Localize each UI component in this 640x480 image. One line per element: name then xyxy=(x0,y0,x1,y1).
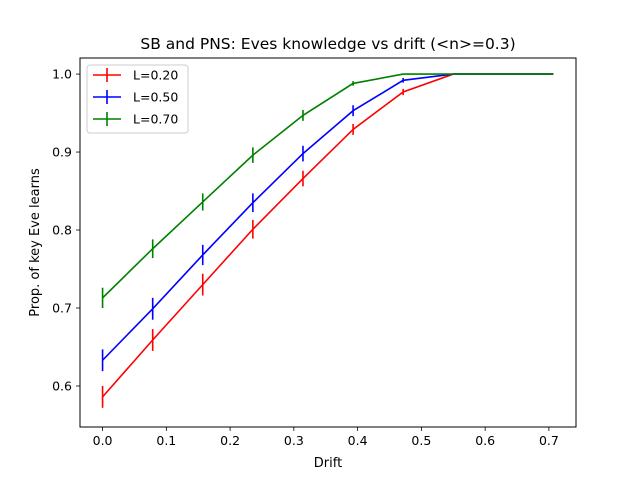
y-tick-label: 0.7 xyxy=(52,301,72,316)
x-tick-label: 0.0 xyxy=(93,433,113,448)
legend: L=0.20 L=0.50 L=0.70 xyxy=(86,64,189,134)
legend-box xyxy=(86,64,189,134)
series-L=0.70 xyxy=(101,73,554,309)
y-tick-label: 1.0 xyxy=(52,67,72,82)
plot-frame xyxy=(79,57,577,428)
legend-item: L=0.70 xyxy=(93,112,178,127)
x-tick-label: 0.7 xyxy=(539,433,559,448)
x-tick-label: 0.4 xyxy=(348,433,368,448)
legend-item: L=0.20 xyxy=(93,68,178,83)
y-tick-label: 0.8 xyxy=(52,223,72,238)
series-line xyxy=(102,73,554,299)
x-tick-label: 0.5 xyxy=(411,433,431,448)
legend-label: L=0.50 xyxy=(133,90,178,105)
legend-label: L=0.20 xyxy=(133,68,178,83)
x-tick-label: 0.1 xyxy=(156,433,176,448)
x-tick-label: 0.3 xyxy=(284,433,304,448)
y-axis-label: Prop. of key Eve learns xyxy=(28,168,43,317)
x-axis-label: Drift xyxy=(314,456,342,471)
x-tick-label: 0.6 xyxy=(475,433,495,448)
series-layer xyxy=(101,73,554,408)
legend-label: L=0.70 xyxy=(133,112,178,127)
legend-items: L=0.20 L=0.50 L=0.70 xyxy=(93,68,178,127)
y-tick-label: 0.6 xyxy=(52,378,72,393)
x-tick-label: 0.2 xyxy=(220,433,240,448)
y-tick-label: 0.9 xyxy=(52,145,72,160)
legend-item: L=0.50 xyxy=(93,90,178,105)
ticks: 0.0 0.1 0.2 0.3 0.4 0.5 0.6 0.7 0.6 0.7 0.8 0.9 1.0 xyxy=(52,67,559,448)
chart-title: SB and PNS: Eves knowledge vs drift (<n>… xyxy=(140,35,515,53)
